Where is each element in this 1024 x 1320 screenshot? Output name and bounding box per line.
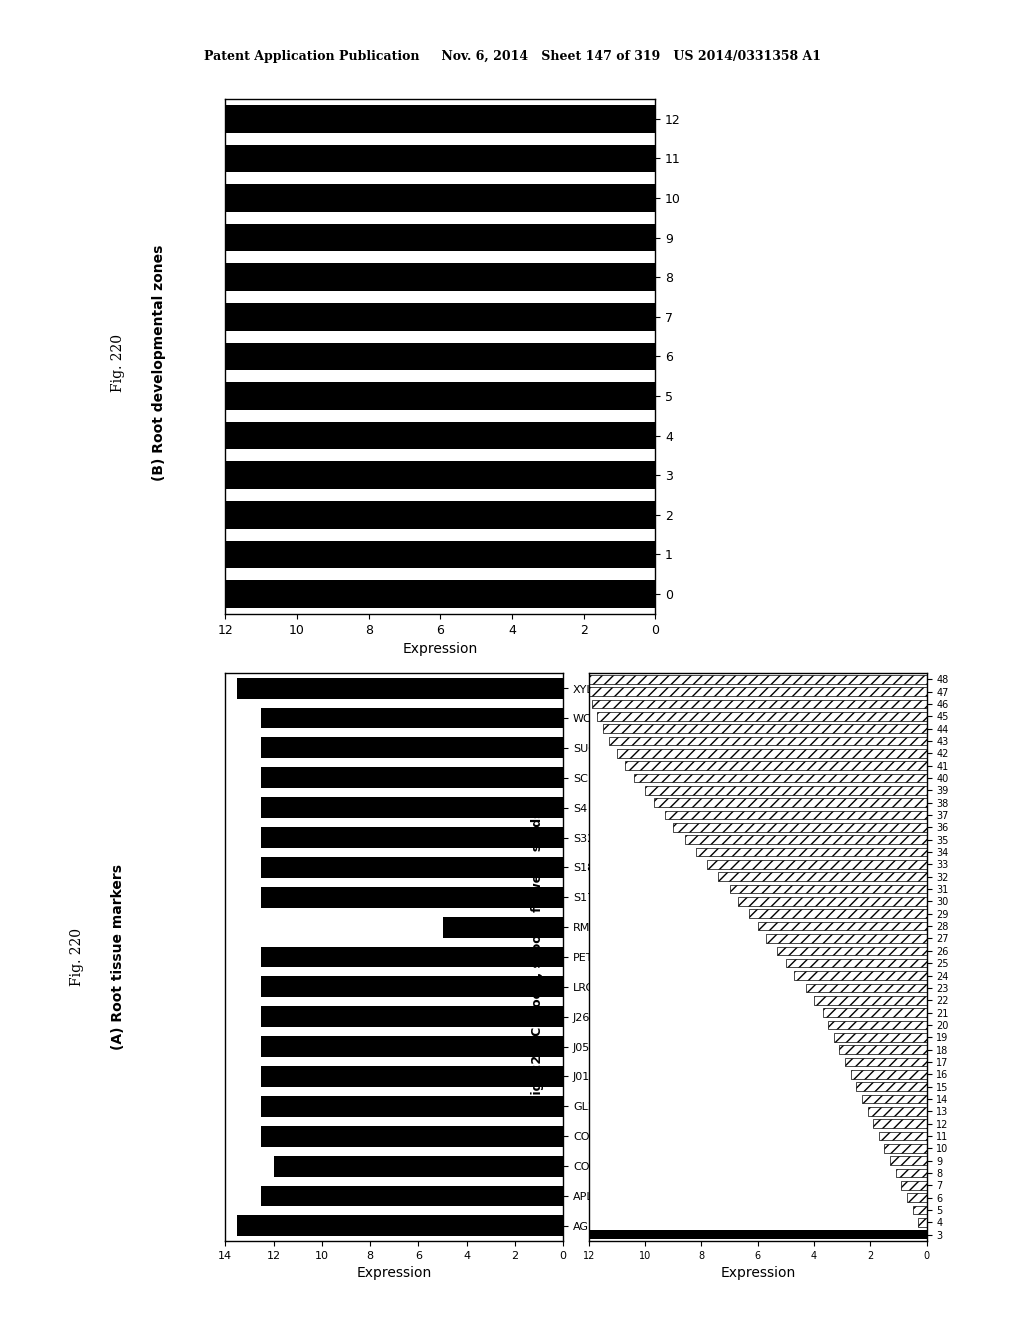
Bar bbox=[696, 847, 927, 857]
Bar bbox=[225, 461, 655, 488]
Bar bbox=[608, 737, 927, 746]
X-axis label: Expression: Expression bbox=[356, 1266, 432, 1280]
Bar bbox=[806, 983, 927, 993]
Bar bbox=[261, 977, 563, 998]
Text: (B) Root developmental zones: (B) Root developmental zones bbox=[152, 244, 166, 482]
Bar bbox=[225, 581, 655, 607]
Bar bbox=[912, 1205, 927, 1214]
Bar bbox=[261, 797, 563, 818]
Bar bbox=[261, 828, 563, 847]
Bar bbox=[856, 1082, 927, 1090]
Bar bbox=[225, 104, 655, 132]
Bar bbox=[786, 958, 927, 968]
Bar bbox=[750, 909, 927, 919]
Bar bbox=[225, 383, 655, 409]
Bar bbox=[879, 1131, 927, 1140]
Bar bbox=[738, 898, 927, 906]
Bar bbox=[777, 946, 927, 956]
Bar bbox=[707, 861, 927, 869]
Bar bbox=[225, 302, 655, 330]
X-axis label: Expression: Expression bbox=[720, 1266, 796, 1280]
Bar bbox=[758, 921, 927, 931]
Bar bbox=[822, 1008, 927, 1016]
Bar bbox=[273, 1156, 563, 1176]
Bar bbox=[729, 884, 927, 894]
Bar bbox=[589, 675, 927, 684]
Bar bbox=[814, 995, 927, 1005]
Text: Fig. 220 (C) Roots, shoots, flowers, seeds: Fig. 220 (C) Roots, shoots, flowers, see… bbox=[531, 810, 544, 1104]
Bar bbox=[261, 1067, 563, 1086]
Bar bbox=[885, 1144, 927, 1152]
Bar bbox=[645, 787, 927, 795]
Bar bbox=[238, 677, 563, 698]
Bar bbox=[261, 1126, 563, 1147]
Bar bbox=[225, 500, 655, 528]
Bar bbox=[834, 1032, 927, 1041]
Bar bbox=[589, 1230, 927, 1239]
Bar bbox=[261, 887, 563, 908]
Bar bbox=[719, 873, 927, 882]
Bar bbox=[261, 738, 563, 759]
Bar bbox=[442, 916, 563, 937]
Bar bbox=[634, 774, 927, 783]
Bar bbox=[653, 799, 927, 807]
Bar bbox=[684, 836, 927, 843]
Bar bbox=[616, 748, 927, 758]
Bar bbox=[225, 541, 655, 568]
Bar bbox=[261, 857, 563, 878]
Bar bbox=[225, 144, 655, 172]
Text: Fig. 220: Fig. 220 bbox=[70, 928, 84, 986]
Bar bbox=[238, 1216, 563, 1237]
Bar bbox=[828, 1020, 927, 1030]
X-axis label: Expression: Expression bbox=[402, 642, 478, 656]
Bar bbox=[665, 810, 927, 820]
Bar bbox=[873, 1119, 927, 1127]
Bar bbox=[766, 935, 927, 942]
Bar bbox=[919, 1218, 927, 1226]
Text: Patent Application Publication     Nov. 6, 2014   Sheet 147 of 319   US 2014/033: Patent Application Publication Nov. 6, 2… bbox=[204, 50, 820, 63]
Bar bbox=[261, 946, 563, 968]
Bar bbox=[795, 972, 927, 979]
Bar bbox=[597, 711, 927, 721]
Bar bbox=[896, 1168, 927, 1177]
Bar bbox=[890, 1156, 927, 1166]
Text: (A) Root tissue markers: (A) Root tissue markers bbox=[111, 865, 125, 1049]
Bar bbox=[674, 824, 927, 832]
Bar bbox=[840, 1045, 927, 1053]
Bar bbox=[225, 422, 655, 449]
Bar bbox=[225, 342, 655, 370]
Bar bbox=[851, 1071, 927, 1078]
Bar bbox=[845, 1057, 927, 1067]
Bar bbox=[603, 725, 927, 733]
Bar bbox=[589, 688, 927, 696]
Bar bbox=[225, 223, 655, 251]
Bar bbox=[261, 708, 563, 729]
Bar bbox=[225, 263, 655, 290]
Bar bbox=[261, 1006, 563, 1027]
Bar bbox=[867, 1107, 927, 1115]
Text: Fig. 220: Fig. 220 bbox=[111, 334, 125, 392]
Bar bbox=[592, 700, 927, 709]
Bar bbox=[901, 1181, 927, 1189]
Bar bbox=[907, 1193, 927, 1203]
Bar bbox=[261, 1036, 563, 1057]
Bar bbox=[225, 183, 655, 211]
Bar bbox=[626, 762, 927, 770]
Bar bbox=[261, 1185, 563, 1206]
Bar bbox=[261, 767, 563, 788]
Bar bbox=[862, 1094, 927, 1104]
Bar bbox=[261, 1096, 563, 1117]
